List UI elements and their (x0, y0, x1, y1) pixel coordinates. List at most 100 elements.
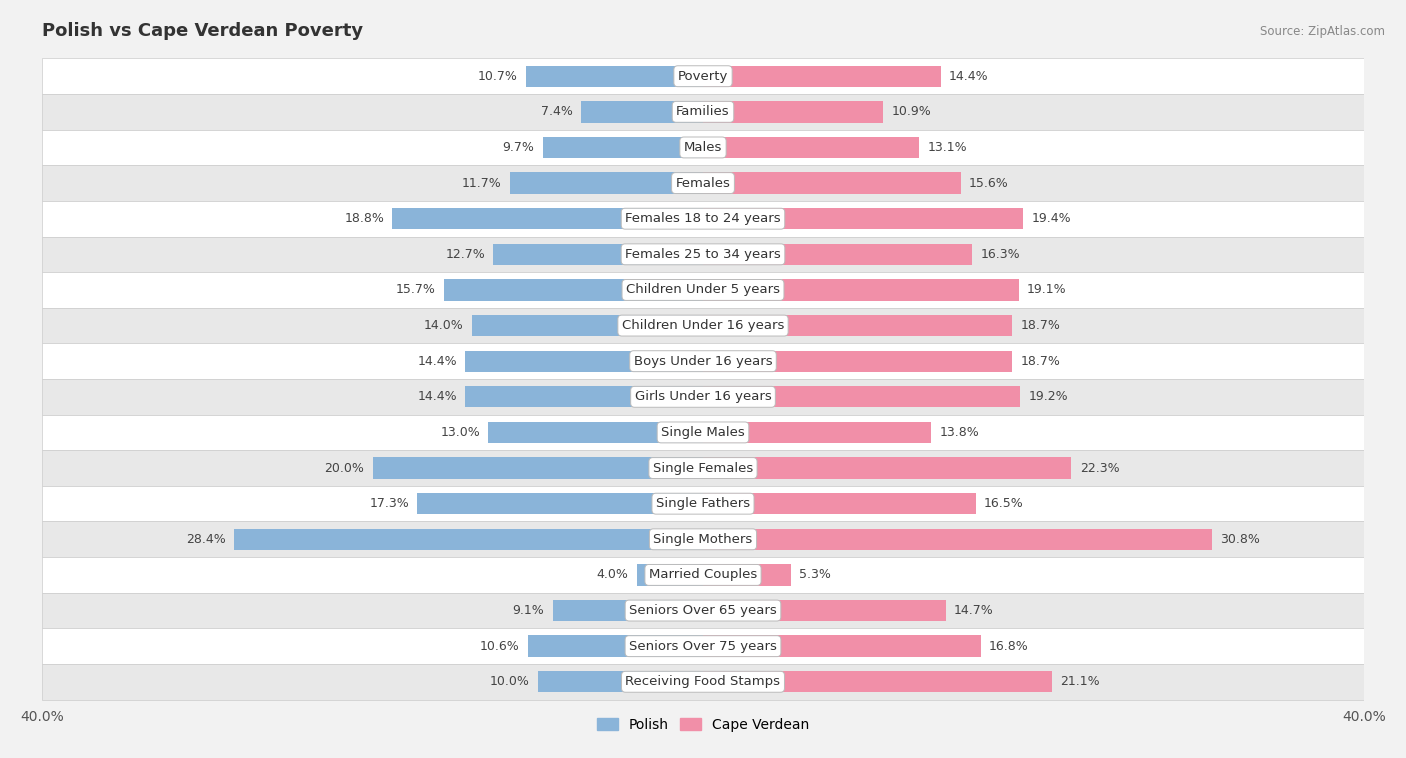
Bar (42, 593, 1364, 628)
Bar (42, 130, 1364, 165)
Text: Polish vs Cape Verdean Poverty: Polish vs Cape Verdean Poverty (42, 23, 363, 40)
Bar (233, 528, 703, 550)
Text: Girls Under 16 years: Girls Under 16 years (634, 390, 772, 403)
Bar (42, 58, 1364, 94)
Text: Married Couples: Married Couples (650, 568, 756, 581)
Bar (42, 308, 1364, 343)
Text: 13.0%: 13.0% (440, 426, 479, 439)
Text: Children Under 16 years: Children Under 16 years (621, 319, 785, 332)
Text: 15.7%: 15.7% (395, 283, 436, 296)
Text: Single Fathers: Single Fathers (657, 497, 749, 510)
Bar (581, 101, 703, 123)
Text: Receiving Food Stamps: Receiving Food Stamps (626, 675, 780, 688)
Bar (703, 600, 946, 622)
Bar (703, 208, 1024, 230)
Text: 10.7%: 10.7% (478, 70, 517, 83)
Text: Source: ZipAtlas.com: Source: ZipAtlas.com (1260, 25, 1385, 38)
Text: Boys Under 16 years: Boys Under 16 years (634, 355, 772, 368)
Text: 10.0%: 10.0% (489, 675, 530, 688)
Bar (703, 457, 1071, 479)
Text: 22.3%: 22.3% (1080, 462, 1119, 475)
Text: 9.7%: 9.7% (502, 141, 534, 154)
Text: Families: Families (676, 105, 730, 118)
Text: 4.0%: 4.0% (596, 568, 628, 581)
Bar (553, 600, 703, 622)
Text: 19.2%: 19.2% (1028, 390, 1069, 403)
Bar (543, 136, 703, 158)
Text: Seniors Over 65 years: Seniors Over 65 years (628, 604, 778, 617)
Text: 18.7%: 18.7% (1021, 355, 1060, 368)
Text: 28.4%: 28.4% (186, 533, 225, 546)
Text: Males: Males (683, 141, 723, 154)
Bar (703, 136, 920, 158)
Bar (42, 165, 1364, 201)
Text: 14.0%: 14.0% (423, 319, 464, 332)
Bar (373, 457, 703, 479)
Bar (703, 243, 973, 265)
Bar (510, 172, 703, 194)
Bar (488, 421, 703, 443)
Bar (42, 343, 1364, 379)
Bar (392, 208, 703, 230)
Text: 14.7%: 14.7% (955, 604, 994, 617)
Text: 13.8%: 13.8% (939, 426, 979, 439)
Text: 15.6%: 15.6% (969, 177, 1008, 190)
Bar (465, 350, 703, 372)
Bar (703, 172, 960, 194)
Bar (42, 94, 1364, 130)
Text: Single Females: Single Females (652, 462, 754, 475)
Bar (703, 101, 883, 123)
Bar (444, 279, 703, 301)
Text: Single Mothers: Single Mothers (654, 533, 752, 546)
Bar (42, 236, 1364, 272)
Bar (471, 315, 703, 337)
Text: 14.4%: 14.4% (949, 70, 988, 83)
Bar (527, 635, 703, 657)
Bar (42, 415, 1364, 450)
Text: 5.3%: 5.3% (799, 568, 831, 581)
Bar (42, 201, 1364, 236)
Text: 16.5%: 16.5% (984, 497, 1024, 510)
Text: 18.8%: 18.8% (344, 212, 384, 225)
Bar (42, 450, 1364, 486)
Bar (703, 564, 790, 586)
Text: 14.4%: 14.4% (418, 390, 457, 403)
Text: Females: Females (675, 177, 731, 190)
Bar (42, 486, 1364, 522)
Text: 10.9%: 10.9% (891, 105, 931, 118)
Text: 18.7%: 18.7% (1021, 319, 1060, 332)
Bar (703, 635, 980, 657)
Legend: Polish, Cape Verdean: Polish, Cape Verdean (592, 712, 814, 737)
Bar (42, 272, 1364, 308)
Bar (418, 493, 703, 515)
Bar (526, 65, 703, 87)
Bar (465, 386, 703, 408)
Text: 17.3%: 17.3% (370, 497, 409, 510)
Bar (703, 350, 1012, 372)
Text: 30.8%: 30.8% (1220, 533, 1260, 546)
Bar (703, 315, 1012, 337)
Text: 10.6%: 10.6% (479, 640, 520, 653)
Text: 13.1%: 13.1% (928, 141, 967, 154)
Text: 19.1%: 19.1% (1026, 283, 1066, 296)
Bar (42, 628, 1364, 664)
Text: Seniors Over 75 years: Seniors Over 75 years (628, 640, 778, 653)
Text: 19.4%: 19.4% (1032, 212, 1071, 225)
Bar (42, 522, 1364, 557)
Bar (537, 671, 703, 693)
Text: 9.1%: 9.1% (513, 604, 544, 617)
Bar (703, 65, 941, 87)
Bar (42, 379, 1364, 415)
Text: 12.7%: 12.7% (446, 248, 485, 261)
Bar (703, 528, 1212, 550)
Text: Children Under 5 years: Children Under 5 years (626, 283, 780, 296)
Text: Females 18 to 24 years: Females 18 to 24 years (626, 212, 780, 225)
Bar (42, 557, 1364, 593)
Bar (703, 493, 976, 515)
Bar (637, 564, 703, 586)
Text: Single Males: Single Males (661, 426, 745, 439)
Text: 21.1%: 21.1% (1060, 675, 1099, 688)
Bar (494, 243, 703, 265)
Text: Poverty: Poverty (678, 70, 728, 83)
Text: 14.4%: 14.4% (418, 355, 457, 368)
